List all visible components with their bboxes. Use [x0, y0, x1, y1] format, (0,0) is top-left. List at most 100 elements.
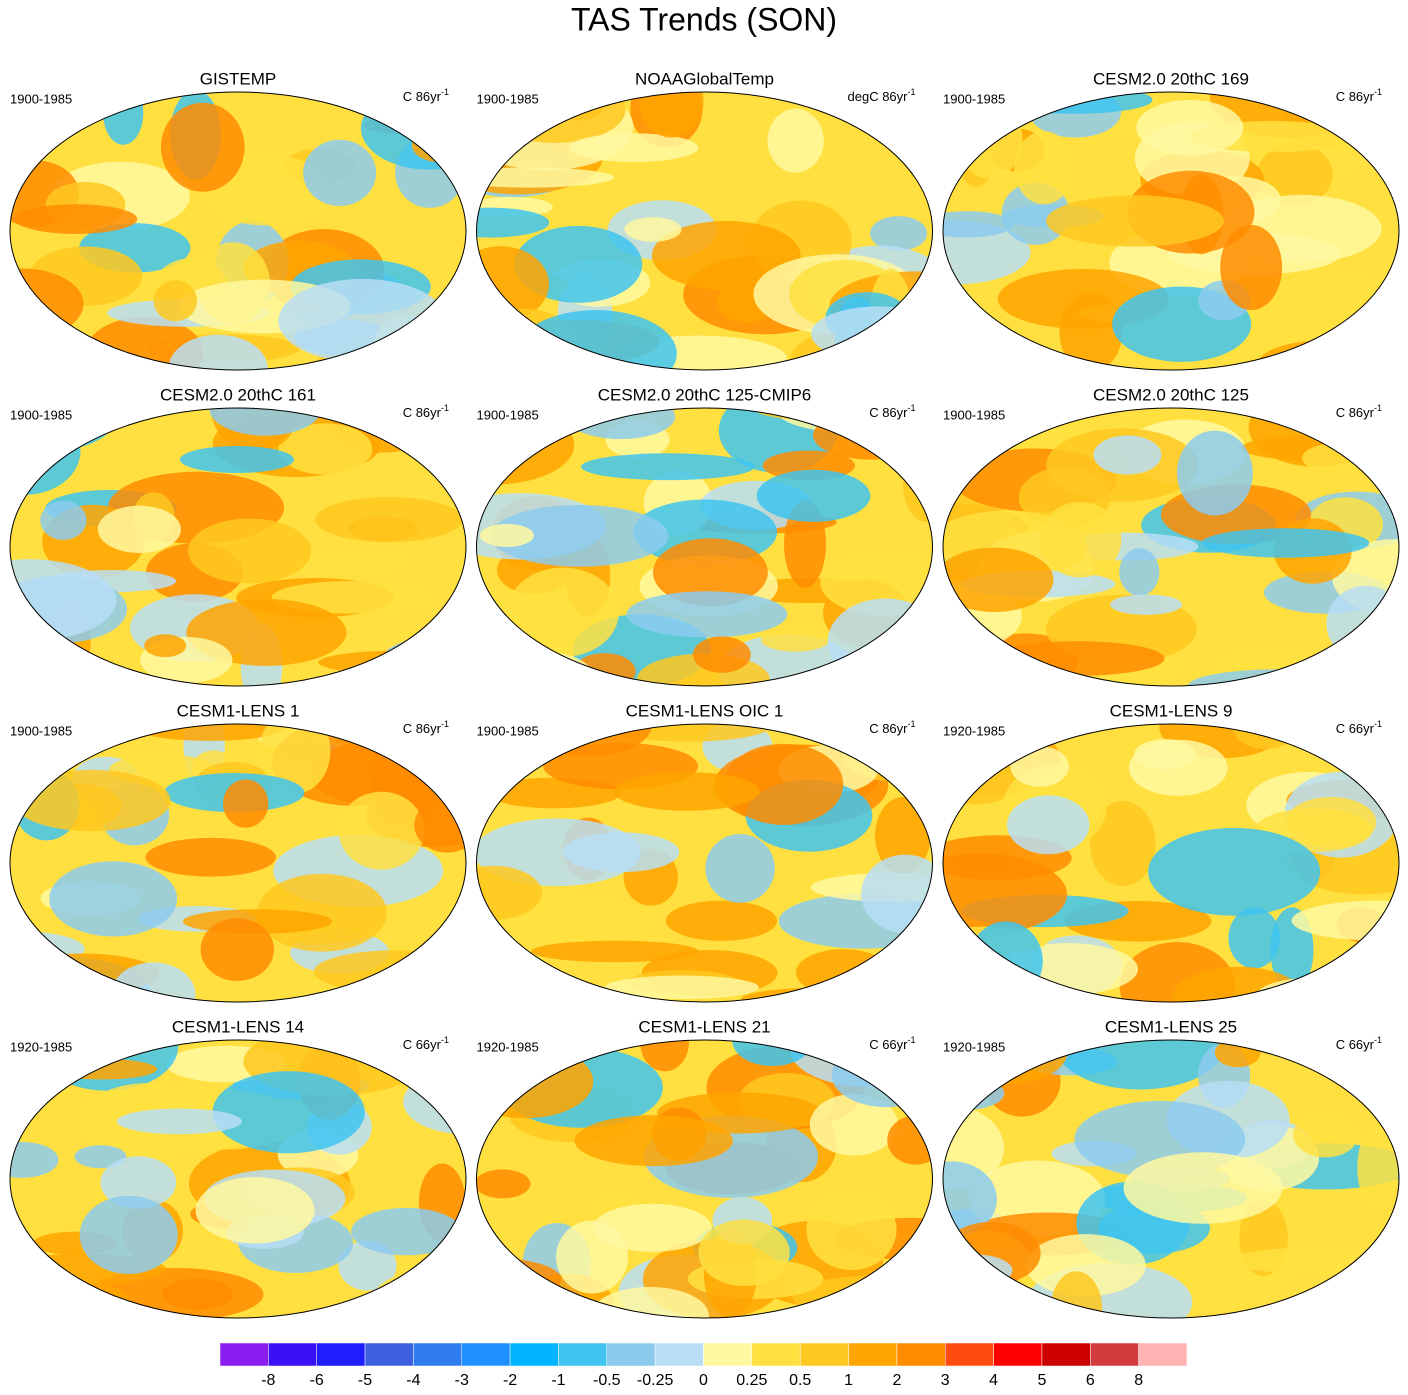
map-blob — [85, 317, 204, 370]
panel-title: CESM1-LENS 21 — [638, 1017, 770, 1036]
map-blob — [97, 505, 181, 553]
map-blob — [665, 900, 778, 941]
map-blob — [179, 445, 294, 474]
map-blob — [369, 1299, 422, 1318]
map-blob — [798, 724, 862, 739]
map-blob — [14, 204, 138, 234]
panel-period: 1900-1985 — [943, 91, 1005, 106]
map-border — [9, 91, 467, 371]
map-blob — [1357, 1124, 1399, 1211]
panel-units: C 86yr-1 — [869, 719, 915, 736]
map-blob — [990, 641, 1165, 676]
map-blob — [79, 1195, 178, 1275]
units-text: C 86yr — [403, 405, 442, 420]
panel-title: CESM1-LENS 25 — [1105, 1017, 1237, 1036]
map-blob — [1134, 739, 1196, 770]
map-border — [942, 407, 1400, 687]
units-text: C 66yr — [869, 1037, 908, 1052]
map-panel: CESM1-LENS 25 1920-1985 C 66yr-1 — [942, 1017, 1400, 1319]
map-blob — [869, 216, 928, 251]
map-blob — [1046, 195, 1224, 247]
map-panel: NOAAGlobalTemp 1900-1985 degC 86yr-1 — [476, 69, 933, 371]
map-blob — [476, 934, 514, 994]
map-panel: CESM1-LENS 14 1920-1985 C 66yr-1 — [9, 1017, 467, 1319]
map-blob — [956, 100, 1023, 179]
map-blob — [414, 797, 466, 853]
colorbar-box — [509, 1342, 559, 1367]
map-panel: CESM2.0 20thC 125-CMIP6 1900-1985 C 86yr-1 — [476, 385, 933, 687]
panel-title: CESM1-LENS 1 — [177, 701, 300, 720]
panel-units: C 86yr-1 — [1336, 403, 1382, 420]
panel-period: 1900-1985 — [10, 91, 72, 106]
map-field — [476, 92, 933, 370]
panel-period: 1900-1985 — [477, 407, 539, 422]
map-blob — [943, 211, 1014, 238]
map-blob — [698, 1219, 790, 1287]
colorbar-label: 0 — [699, 1372, 708, 1389]
map-blob — [49, 861, 178, 937]
panel-period: 1920-1985 — [943, 723, 1005, 738]
colorbar-box — [219, 1342, 269, 1367]
map-blob — [568, 133, 699, 163]
map-blob — [741, 987, 901, 1002]
map-blob — [161, 1278, 233, 1310]
units-superscript: -1 — [907, 1035, 915, 1045]
map-blob — [10, 1141, 59, 1178]
map-blob — [1025, 1234, 1146, 1297]
map-blob — [12, 769, 171, 832]
panel-units: degC 86yr-1 — [848, 87, 916, 104]
map-blob — [479, 523, 534, 547]
map-blob — [116, 1108, 243, 1135]
map-blob — [1050, 1271, 1103, 1318]
map-blob — [282, 549, 410, 575]
units-superscript: -1 — [441, 1035, 449, 1045]
map-border — [9, 723, 467, 1003]
map-panel: CESM2.0 20thC 169 1900-1985 C 86yr-1 — [942, 69, 1400, 371]
map-blob — [1293, 1112, 1359, 1158]
panel-period: 1920-1985 — [943, 1039, 1005, 1054]
units-superscript: -1 — [1374, 719, 1382, 729]
map-blob — [100, 1156, 177, 1209]
map-blob — [1291, 900, 1399, 941]
map-blob — [392, 638, 466, 670]
map-blob — [795, 949, 892, 996]
map-field — [10, 1040, 466, 1318]
map-blob — [476, 734, 548, 775]
map-blob — [1201, 528, 1370, 558]
map-blob — [809, 1093, 899, 1156]
map-blob — [889, 632, 933, 672]
colorbar-label: -5 — [358, 1372, 372, 1389]
map-blob — [614, 772, 760, 811]
map-blob — [639, 92, 704, 138]
map-field — [943, 724, 1399, 1002]
map-blob — [1232, 724, 1299, 750]
units-text: C 86yr — [869, 405, 908, 420]
map-blob — [943, 1161, 997, 1237]
map-panel: CESM1-LENS 9 1920-1985 C 66yr-1 — [942, 701, 1400, 1003]
map-blob — [1054, 1040, 1226, 1090]
map-blob — [827, 598, 933, 685]
units-text: C 86yr — [403, 721, 442, 736]
colorbar-label: 6 — [1086, 1372, 1095, 1389]
map-blob — [1119, 548, 1160, 596]
colorbar-box — [751, 1342, 801, 1367]
map-blob — [811, 306, 933, 362]
colorbar-box — [268, 1342, 317, 1367]
map-blob — [144, 634, 187, 658]
colorbar-box — [558, 1342, 608, 1367]
map-blob — [103, 92, 144, 145]
map-blob — [476, 981, 617, 1002]
units-text: C 66yr — [1336, 721, 1375, 736]
panel-title: CESM2.0 20thC 125 — [1093, 385, 1249, 404]
map-blob — [592, 1203, 712, 1252]
colorbar-box — [896, 1342, 946, 1367]
units-superscript: -1 — [441, 403, 449, 413]
colorbar-box — [606, 1342, 656, 1367]
panel-period: 1900-1985 — [477, 723, 539, 738]
map-panel: CESM2.0 20thC 125 1900-1985 C 86yr-1 — [942, 385, 1400, 687]
colorbar-label: -0.25 — [637, 1372, 674, 1389]
map-panel: CESM1-LENS 21 1920-1985 C 66yr-1 — [476, 1017, 933, 1319]
map-blob — [338, 791, 425, 870]
map-blob — [1302, 443, 1373, 473]
map-field — [10, 92, 466, 370]
